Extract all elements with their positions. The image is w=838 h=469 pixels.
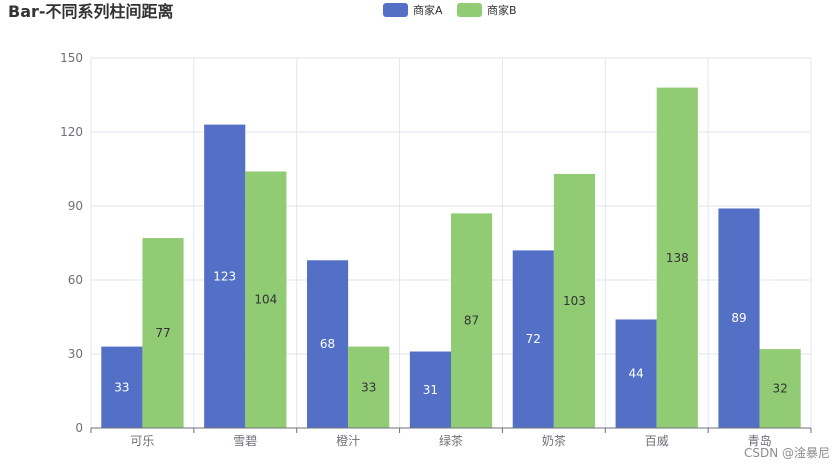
y-tick-label: 60 bbox=[68, 273, 83, 287]
legend-swatch-series-b bbox=[457, 3, 482, 17]
bar[interactable] bbox=[348, 346, 390, 428]
bar[interactable] bbox=[759, 349, 801, 428]
bar-value-label: 87 bbox=[464, 314, 479, 328]
watermark-text: CSDN @淦暴尼 bbox=[744, 445, 830, 460]
x-tick-label: 可乐 bbox=[130, 434, 154, 448]
x-tick-label: 百威 bbox=[645, 434, 669, 448]
x-tick-label: 橙汁 bbox=[336, 433, 360, 448]
bar-value-label: 68 bbox=[320, 337, 335, 351]
bar-value-label: 123 bbox=[213, 269, 236, 283]
bar[interactable] bbox=[451, 213, 493, 428]
bar[interactable] bbox=[409, 351, 451, 428]
legend-item-series-b[interactable]: 商家B bbox=[457, 3, 517, 17]
x-tick-label: 雪碧 bbox=[233, 434, 257, 448]
y-tick-label: 30 bbox=[68, 347, 83, 361]
legend-label-series-a: 商家A bbox=[413, 3, 443, 17]
y-tick-label: 120 bbox=[60, 125, 83, 139]
x-tick-label: 奶茶 bbox=[542, 433, 566, 448]
bar-value-label: 89 bbox=[731, 311, 746, 325]
bar-value-label: 33 bbox=[361, 380, 376, 394]
y-axis: 0 30 60 90 120 150 bbox=[60, 51, 83, 435]
bar-value-label: 103 bbox=[563, 294, 586, 308]
bar[interactable] bbox=[307, 260, 349, 428]
bar[interactable] bbox=[656, 87, 698, 428]
y-tick-label: 150 bbox=[60, 51, 83, 65]
bar[interactable] bbox=[512, 250, 554, 428]
bar-value-label: 72 bbox=[526, 332, 541, 346]
bar[interactable] bbox=[718, 208, 760, 428]
legend-label-series-b: 商家B bbox=[487, 3, 517, 17]
y-tick-label: 90 bbox=[68, 199, 83, 213]
bar[interactable] bbox=[553, 173, 595, 428]
bar-value-label: 31 bbox=[423, 383, 438, 397]
bar[interactable] bbox=[101, 346, 143, 428]
bars bbox=[101, 87, 801, 428]
x-axis: 可乐 雪碧 橙汁 绿茶 奶茶 百威 青岛 bbox=[90, 427, 812, 448]
bar[interactable] bbox=[245, 171, 287, 428]
x-tick-label: 青岛 bbox=[748, 433, 772, 448]
y-tick-label: 0 bbox=[75, 421, 83, 435]
bar-labels: 33 77 123 104 68 33 31 87 72 103 44 138 89 32 bbox=[114, 251, 788, 397]
x-tick-label: 绿茶 bbox=[439, 433, 463, 448]
legend: 商家A 商家B bbox=[383, 3, 517, 17]
bar-value-label: 77 bbox=[155, 326, 170, 340]
legend-item-series-a[interactable]: 商家A bbox=[383, 3, 443, 17]
bar-value-label: 138 bbox=[666, 251, 689, 265]
bar[interactable] bbox=[615, 319, 657, 428]
bar-value-label: 44 bbox=[629, 367, 644, 381]
bar-value-label: 104 bbox=[254, 293, 277, 307]
bar-value-label: 33 bbox=[114, 380, 129, 394]
bar[interactable] bbox=[142, 238, 184, 428]
bar[interactable] bbox=[204, 124, 246, 428]
legend-swatch-series-a bbox=[383, 3, 408, 17]
bar-value-label: 32 bbox=[773, 382, 788, 396]
chart-title: Bar-不同系列柱间距离 bbox=[8, 2, 174, 21]
